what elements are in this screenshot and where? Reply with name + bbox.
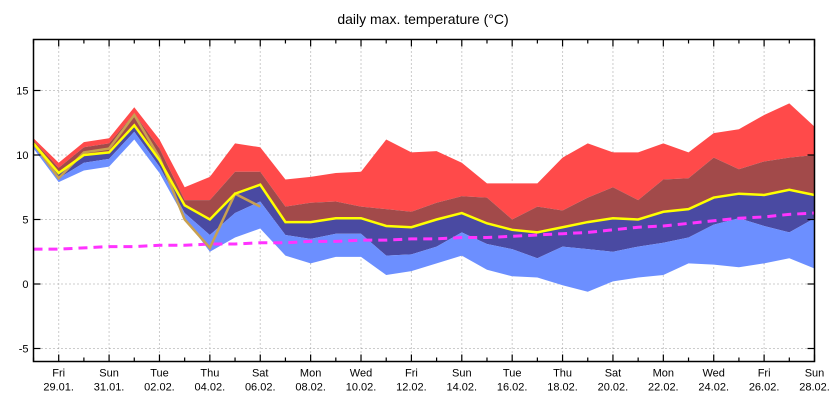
x-tick-label-day: Tue	[503, 368, 522, 380]
x-tick-label-date: 14.02.	[446, 382, 477, 394]
x-tick-label-date: 16.02.	[497, 382, 528, 394]
x-tick-label-day: Mon	[300, 368, 321, 380]
x-tick-label-day: Sat	[605, 368, 622, 380]
x-tick-label-date: 31.01.	[94, 382, 125, 394]
x-tick-label-day: Wed	[350, 368, 372, 380]
x-tick-label-date: 10.02.	[346, 382, 377, 394]
x-tick-label-day: Sun	[99, 368, 119, 380]
median-line	[32, 123, 815, 234]
y-tick-label: -5	[19, 344, 29, 356]
x-tick-label-date: 04.02.	[195, 382, 226, 394]
y-tick-label: 15	[16, 86, 28, 98]
band-upper-range	[33, 103, 815, 220]
x-tick-label-day: Thu	[200, 368, 219, 380]
x-tick-label-day: Mon	[653, 368, 674, 380]
x-tick-label-date: 28.02.	[799, 382, 830, 394]
climate-mean-line	[33, 211, 815, 251]
x-tick-label-day: Wed	[703, 368, 725, 380]
x-tick-label-date: 08.02.	[295, 382, 326, 394]
x-tick-label-date: 06.02.	[245, 382, 276, 394]
x-tick-label-day: Sun	[805, 368, 825, 380]
x-tick-label-day: Tue	[150, 368, 169, 380]
x-tick-label-date: 02.02.	[144, 382, 175, 394]
plot-frame	[32, 38, 816, 363]
band-upper-quartile	[33, 113, 815, 233]
x-tick-label-date: 22.02.	[648, 382, 679, 394]
axes: -5 0 5 10 15 Fri 29.01. Sun 31.01. Tue 02.02. Thu 04…	[16, 39, 830, 394]
x-tick-label-day: Fri	[405, 368, 418, 380]
x-tick-label-day: Fri	[758, 368, 771, 380]
bands	[33, 103, 815, 292]
y-tick-label: 0	[22, 279, 28, 291]
x-tick-label-date: 12.02.	[396, 382, 427, 394]
x-tick-label-date: 18.02.	[547, 382, 578, 394]
lines	[32, 112, 815, 251]
y-tick-label: 5	[22, 215, 28, 227]
band-lower-quartile	[33, 125, 815, 259]
x-tick-label-date: 24.02.	[698, 382, 729, 394]
x-tick-label-day: Sun	[452, 368, 472, 380]
x-tick-label-day: Fri	[52, 368, 65, 380]
x-tick-label-day: Thu	[553, 368, 572, 380]
x-tick-label-day: Sat	[252, 368, 269, 380]
y-tick-label: 10	[16, 150, 28, 162]
x-tick-label-date: 26.02.	[749, 382, 780, 394]
x-tick-label-date: 20.02.	[598, 382, 629, 394]
chart-title: daily max. temperature (°C)	[337, 11, 508, 27]
x-tick-label-date: 29.01.	[43, 382, 74, 394]
band-lower-range	[33, 131, 815, 292]
